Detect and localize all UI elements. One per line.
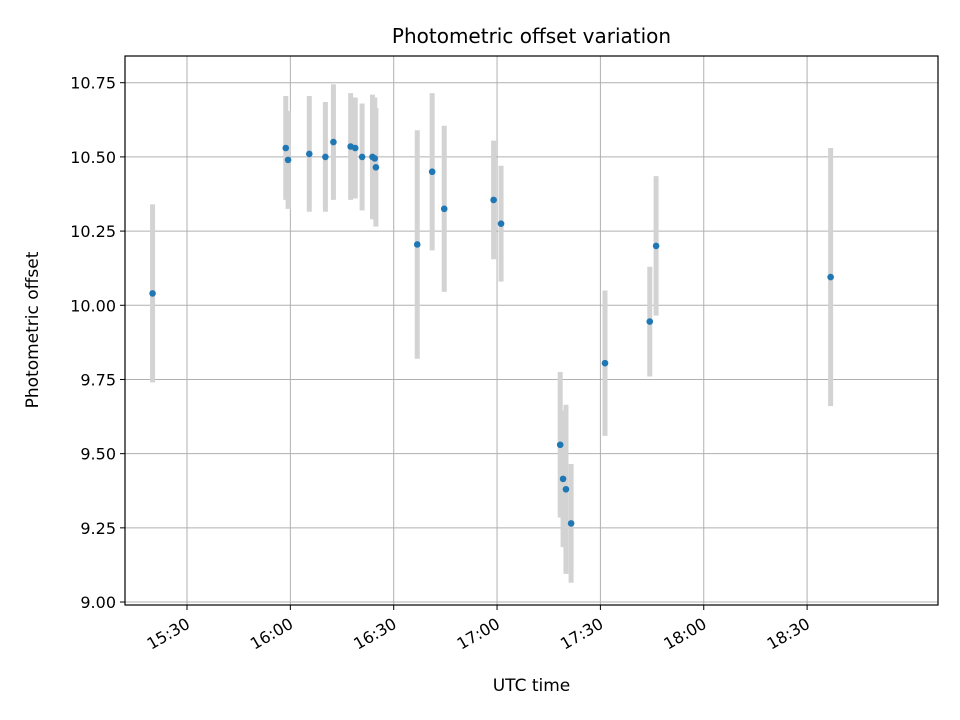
- x-axis-label: UTC time: [493, 676, 571, 696]
- data-point: [149, 290, 156, 297]
- data-point: [490, 196, 497, 204]
- data-point: [440, 205, 448, 213]
- x-tick-label: 18:30: [764, 614, 813, 654]
- plot-frame: [124, 55, 939, 606]
- x-tick-label: 17:30: [557, 614, 606, 654]
- data-point: [358, 153, 366, 161]
- x-tick-label: 16:30: [350, 614, 399, 654]
- data-point: [428, 168, 436, 176]
- x-tick-label: 15:30: [144, 614, 193, 654]
- data-point: [306, 150, 313, 158]
- y-tick-label: 10.25: [70, 222, 116, 241]
- y-tick-label: 9.00: [80, 593, 116, 612]
- data-point: [652, 242, 660, 250]
- data-point: [372, 163, 380, 171]
- data-point: [567, 520, 575, 527]
- y-tick-label: 10.50: [70, 148, 116, 167]
- data-point: [556, 441, 564, 449]
- data-point: [601, 359, 609, 367]
- data-point: [827, 273, 834, 281]
- data-point: [330, 138, 337, 146]
- y-axis: 9.00 9.25 9.50 9.75 10.00 10.25 10.50 10.75: [70, 74, 125, 612]
- data-point: [562, 485, 570, 493]
- data-point: [284, 156, 292, 164]
- data-point: [497, 220, 505, 227]
- chart-title: Photometric offset variation: [392, 24, 671, 48]
- data-points: [149, 138, 834, 527]
- data-point: [371, 155, 379, 162]
- data-point: [322, 153, 329, 161]
- data-point: [282, 144, 290, 152]
- y-tick-label: 10.00: [70, 296, 116, 315]
- y-axis-label: Photometric offset: [23, 251, 43, 408]
- data-point: [351, 144, 359, 152]
- plot-background: [125, 56, 938, 605]
- data-point: [559, 475, 567, 483]
- y-tick-label: 10.75: [70, 74, 116, 93]
- x-axis: 15:30 16:00 16:30 17:00 17:30 18:00 18:30: [144, 605, 813, 654]
- x-tick-label: 17:00: [454, 614, 503, 654]
- grid: [125, 56, 938, 605]
- y-tick-label: 9.25: [80, 519, 116, 538]
- y-tick-label: 9.50: [80, 445, 116, 464]
- data-point: [646, 318, 654, 325]
- x-tick-label: 18:00: [660, 614, 709, 654]
- x-tick-label: 16:00: [247, 614, 296, 654]
- data-point: [413, 241, 421, 248]
- y-tick-label: 9.75: [80, 370, 116, 389]
